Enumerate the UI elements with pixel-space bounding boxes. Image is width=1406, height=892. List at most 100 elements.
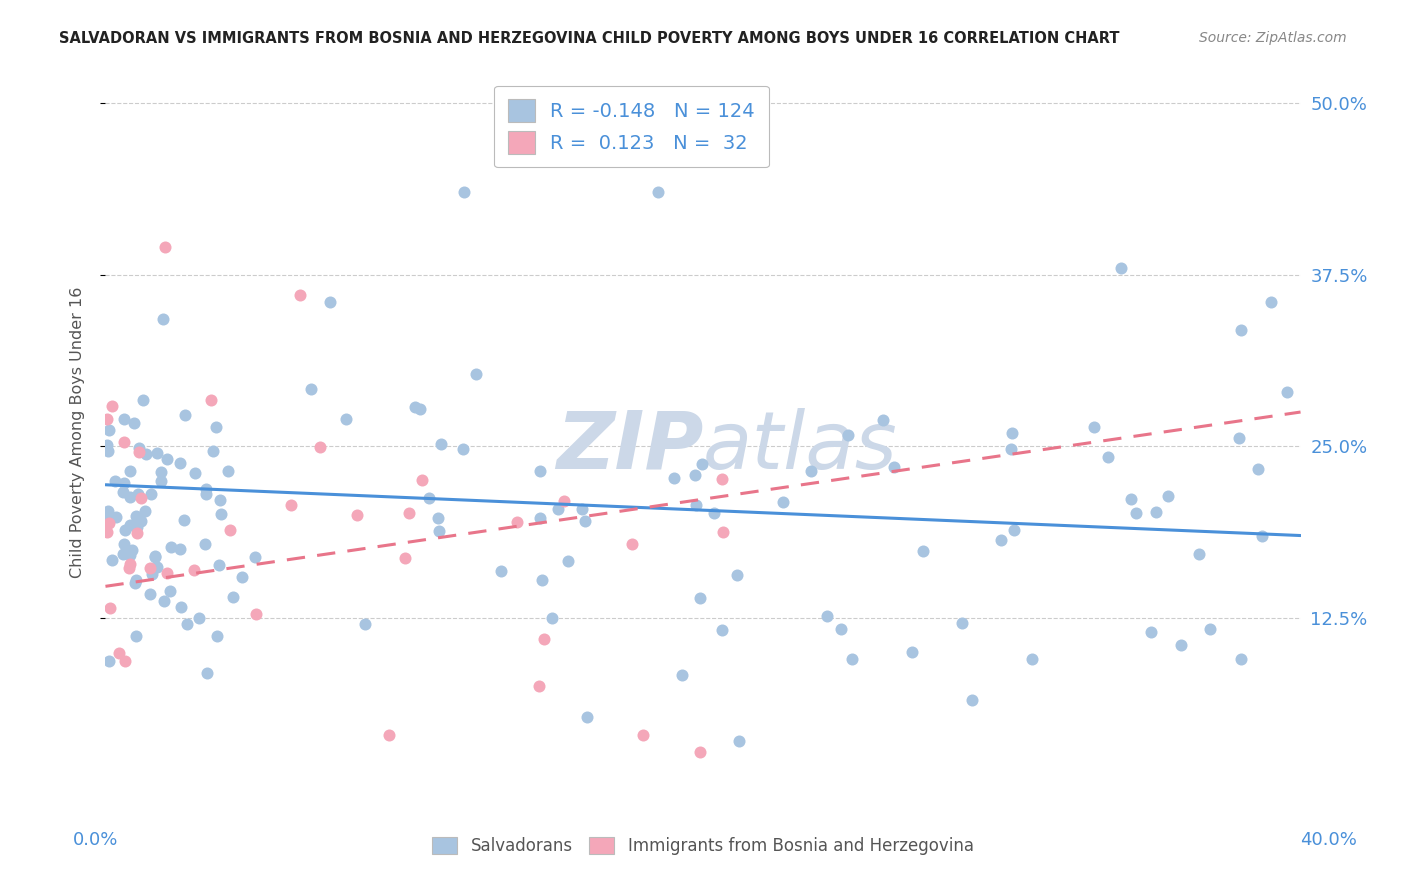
Point <box>128 445 150 459</box>
Point <box>169 542 191 557</box>
Point <box>149 465 172 479</box>
Point <box>299 382 322 396</box>
Point <box>1083 419 1105 434</box>
Point <box>141 567 163 582</box>
Text: 0.0%: 0.0% <box>73 831 118 849</box>
Point <box>671 668 693 682</box>
Point <box>125 573 148 587</box>
Point <box>506 515 529 529</box>
Point <box>208 558 231 572</box>
Point <box>96 411 118 425</box>
Point <box>183 563 205 577</box>
Point <box>114 523 136 537</box>
Point <box>1144 505 1167 519</box>
Point <box>121 543 143 558</box>
Point <box>173 408 195 422</box>
Point <box>398 506 420 520</box>
Point <box>280 498 302 512</box>
Text: SALVADORAN VS IMMIGRANTS FROM BOSNIA AND HERZEGOVINA CHILD POVERTY AMONG BOYS UN: SALVADORAN VS IMMIGRANTS FROM BOSNIA AND… <box>59 31 1119 46</box>
Point <box>465 367 488 381</box>
Point <box>134 504 156 518</box>
Point <box>728 733 751 747</box>
Point <box>427 524 450 539</box>
Point <box>159 583 181 598</box>
Point <box>394 550 416 565</box>
Point <box>101 553 124 567</box>
Point <box>872 413 894 427</box>
Point <box>222 590 245 604</box>
Y-axis label: Child Poverty Among Boys Under 16: Child Poverty Among Boys Under 16 <box>70 287 84 578</box>
Point <box>209 508 232 522</box>
Point <box>346 508 368 522</box>
Point <box>169 456 191 470</box>
Point <box>683 468 706 483</box>
Point <box>176 616 198 631</box>
Point <box>187 611 209 625</box>
Point <box>529 510 551 524</box>
Point <box>689 591 711 605</box>
Point <box>557 554 579 568</box>
Point <box>426 511 449 525</box>
Point <box>703 507 725 521</box>
Point <box>1229 323 1253 337</box>
Point <box>98 601 121 615</box>
Point <box>118 561 141 575</box>
Point <box>576 709 599 723</box>
Point <box>127 525 149 540</box>
Point <box>145 446 167 460</box>
Point <box>1229 652 1253 666</box>
Point <box>335 412 357 426</box>
Point <box>156 452 179 467</box>
Point <box>1002 523 1025 537</box>
Point <box>531 573 554 587</box>
Point <box>120 557 142 571</box>
Point <box>1097 450 1119 464</box>
Point <box>1000 442 1022 456</box>
Point <box>901 645 924 659</box>
Point <box>491 564 513 578</box>
Text: atlas: atlas <box>703 408 898 486</box>
Point <box>112 537 135 551</box>
Point <box>194 487 217 501</box>
Point <box>194 482 217 496</box>
Point <box>135 447 157 461</box>
Point <box>101 399 124 413</box>
Point <box>1001 426 1024 441</box>
Point <box>547 502 569 516</box>
Point <box>800 464 823 478</box>
Point <box>404 400 426 414</box>
Point <box>104 474 127 488</box>
Point <box>124 416 146 430</box>
Point <box>112 412 135 426</box>
Point <box>200 392 222 407</box>
Point <box>129 491 152 505</box>
Text: 40.0%: 40.0% <box>1301 831 1357 849</box>
Point <box>453 442 475 456</box>
Point <box>114 654 136 668</box>
Point <box>378 727 401 741</box>
Point <box>685 498 707 512</box>
Point <box>155 240 177 254</box>
Point <box>170 599 193 614</box>
Point <box>557 96 579 111</box>
Point <box>409 402 432 417</box>
Point <box>453 186 475 200</box>
Point <box>112 547 135 561</box>
Point <box>430 437 453 451</box>
Point <box>201 444 224 458</box>
Point <box>173 513 195 527</box>
Point <box>120 549 142 563</box>
Point <box>208 492 231 507</box>
Legend: Salvadorans, Immigrants from Bosnia and Herzegovina: Salvadorans, Immigrants from Bosnia and … <box>426 830 980 862</box>
Point <box>112 435 135 450</box>
Point <box>149 474 172 488</box>
Point <box>647 186 669 200</box>
Point <box>1170 638 1192 652</box>
Point <box>108 646 131 660</box>
Text: Source: ZipAtlas.com: Source: ZipAtlas.com <box>1199 31 1347 45</box>
Point <box>354 616 377 631</box>
Point <box>1111 260 1133 275</box>
Point <box>138 587 160 601</box>
Point <box>1119 491 1142 506</box>
Point <box>950 615 973 630</box>
